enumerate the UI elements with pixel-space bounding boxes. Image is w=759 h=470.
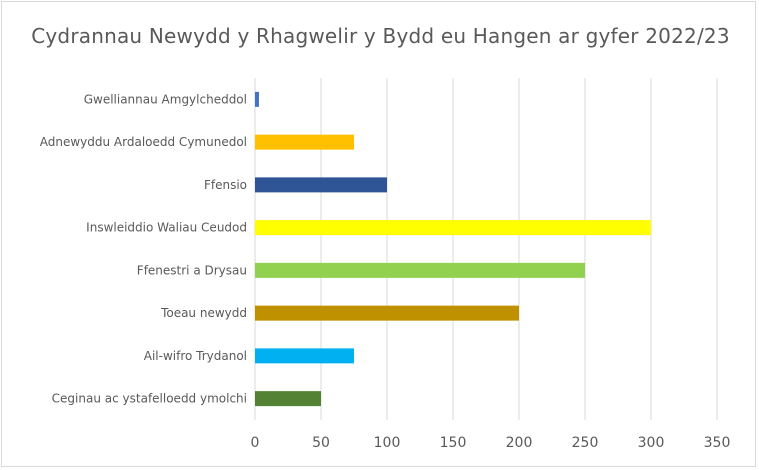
category-label-4: Inswleiddio Waliau Ceudod <box>86 221 247 235</box>
x-tick-label-0: 0 <box>251 435 260 451</box>
bar-1 <box>255 91 259 107</box>
chart-title: Cydrannau Newydd y Rhagwelir y Bydd eu H… <box>31 24 730 48</box>
category-label-6: Toeau newydd <box>160 306 247 320</box>
bar-4 <box>255 220 651 236</box>
category-label-3: Ffensio <box>204 178 247 192</box>
bar-7 <box>255 348 354 364</box>
x-tick-label-300: 300 <box>638 435 665 451</box>
category-label-2: Adnewyddu Ardaloedd Cymunedol <box>40 135 247 149</box>
x-tick-label-50: 50 <box>312 435 330 451</box>
bar-3 <box>255 177 387 193</box>
x-tick-label-250: 250 <box>572 435 599 451</box>
category-label-5: Ffenestri a Drysau <box>137 263 247 277</box>
x-tick-label-100: 100 <box>374 435 401 451</box>
x-tick-label-150: 150 <box>440 435 467 451</box>
category-label-7: Ail-wifro Trydanol <box>144 349 247 363</box>
bar-8 <box>255 391 321 407</box>
x-tick-label-350: 350 <box>704 435 731 451</box>
bar-2 <box>255 134 354 150</box>
bar-6 <box>255 305 519 321</box>
category-label-8: Ceginau ac ystafelloedd ymolchi <box>52 392 247 406</box>
x-tick-label-200: 200 <box>506 435 533 451</box>
bar-5 <box>255 262 585 278</box>
category-label-1: Gwelliannau Amgylcheddol <box>84 92 247 106</box>
